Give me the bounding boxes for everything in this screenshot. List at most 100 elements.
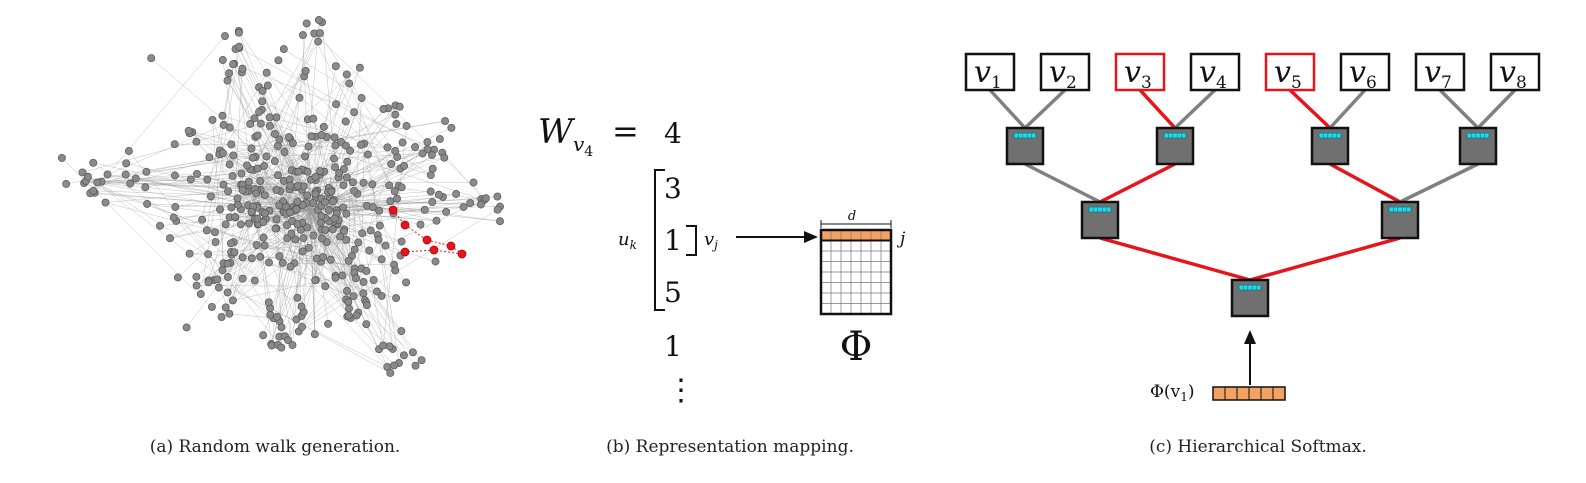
graph-edge xyxy=(319,33,398,158)
graph-node xyxy=(205,153,214,162)
graph-node xyxy=(385,181,394,190)
graph-node xyxy=(221,32,229,41)
panel-a-random-walk-graph xyxy=(57,16,504,377)
graph-node xyxy=(277,323,286,332)
graph-node xyxy=(362,320,371,329)
graph-node xyxy=(198,215,207,224)
tree-leaves: v1 v2 v3 v4 v5 v6 v7 v8 xyxy=(964,52,1541,93)
graph-edge xyxy=(135,178,304,187)
tree-leaf-v3: v3 xyxy=(1114,52,1166,93)
graph-node xyxy=(214,283,223,292)
graph-node xyxy=(317,212,326,220)
graph-node xyxy=(359,278,368,286)
graph-node xyxy=(354,238,363,247)
graph-edge xyxy=(309,198,398,211)
graph-node xyxy=(219,180,228,189)
graph-node xyxy=(259,331,268,340)
graph-node xyxy=(368,203,377,212)
graph-node xyxy=(270,157,279,166)
walk-node xyxy=(457,249,467,259)
graph-node xyxy=(225,160,234,169)
walk-label: Wv4 xyxy=(538,112,593,160)
graph-node xyxy=(121,170,130,179)
graph-node xyxy=(218,266,227,275)
graph-edge xyxy=(239,47,428,150)
tree-inner-node xyxy=(1230,278,1270,318)
graph-node xyxy=(346,146,355,155)
graph-node xyxy=(272,113,281,122)
graph-node xyxy=(397,327,406,336)
graph-node xyxy=(245,219,253,228)
matrix-width-label: d xyxy=(848,209,856,224)
graph-node xyxy=(207,302,216,311)
graph-node xyxy=(395,102,404,111)
graph-node xyxy=(329,197,337,206)
walk-vertex-1: 3 xyxy=(664,172,682,205)
graph-node xyxy=(266,310,275,319)
graph-node xyxy=(311,276,320,285)
graph-node xyxy=(343,287,351,295)
graph-node xyxy=(253,214,262,223)
graph-node xyxy=(238,186,247,194)
graph-node xyxy=(298,247,307,256)
graph-node xyxy=(237,169,246,178)
graph-node xyxy=(246,119,255,128)
graph-node xyxy=(202,226,211,235)
graph-node xyxy=(141,183,150,192)
graph-node xyxy=(223,259,232,268)
graph-node xyxy=(208,115,217,124)
graph-node xyxy=(420,205,429,214)
walk-vertex-4: 1 xyxy=(664,330,682,363)
graph-node xyxy=(203,175,212,184)
graph-node xyxy=(238,64,247,73)
graph-edge xyxy=(309,209,329,324)
graph-node xyxy=(192,272,201,281)
graph-node xyxy=(101,198,110,207)
graph-node xyxy=(248,153,257,162)
graph-node xyxy=(265,113,274,122)
graph-node xyxy=(411,143,420,152)
graph-node xyxy=(355,63,364,72)
graph-node xyxy=(247,144,256,153)
tree-edge xyxy=(1328,88,1367,130)
graph-edge xyxy=(366,239,379,271)
graph-node xyxy=(261,209,269,218)
graph-edge xyxy=(212,119,230,165)
graph-node xyxy=(238,274,247,283)
graph-node xyxy=(330,214,339,223)
graph-node xyxy=(223,288,232,297)
graph-node xyxy=(193,169,201,178)
graph-node xyxy=(383,143,392,152)
graph-node xyxy=(397,183,406,192)
graph-node xyxy=(124,147,133,155)
graph-node xyxy=(258,97,267,106)
graph-edge xyxy=(222,115,482,200)
graph-node xyxy=(428,198,437,207)
leaf-label: v5 xyxy=(1274,55,1302,93)
graph-edge xyxy=(233,63,337,105)
graph-node xyxy=(316,167,325,176)
graph-node xyxy=(297,302,306,311)
tree-path-edge xyxy=(1099,162,1176,204)
graph-node xyxy=(225,309,234,318)
graph-node xyxy=(229,60,238,69)
caption-panel-c: (c) Hierarchical Softmax. xyxy=(1149,437,1367,457)
graph-node xyxy=(309,231,318,240)
graph-node xyxy=(143,199,152,208)
graph-node xyxy=(256,252,265,261)
graph-node xyxy=(352,274,360,283)
graph-node xyxy=(321,225,330,234)
graph-node xyxy=(273,312,282,321)
graph-node xyxy=(331,141,340,150)
tree-inner-node xyxy=(1458,126,1498,166)
graph-edge xyxy=(90,192,311,211)
matrix-highlight-row xyxy=(821,230,891,241)
graph-node xyxy=(379,105,388,113)
graph-node xyxy=(218,148,227,157)
graph-node xyxy=(391,110,400,119)
graph-node xyxy=(385,342,394,351)
graph-node xyxy=(221,303,230,312)
graph-node xyxy=(469,178,478,187)
graph-node xyxy=(227,203,236,212)
graph-node xyxy=(375,206,384,215)
